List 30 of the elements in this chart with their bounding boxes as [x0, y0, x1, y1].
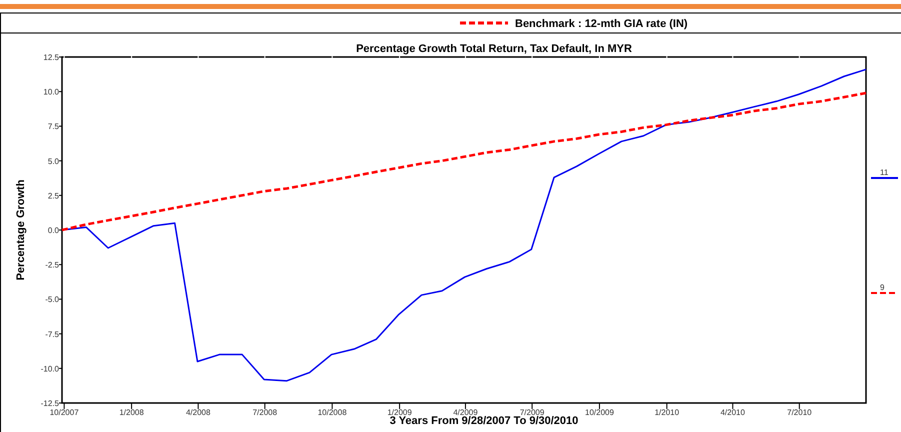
x-tick-label: 4/2008: [186, 408, 211, 417]
y-tick-label: -7.5: [45, 330, 60, 339]
text: 11: [880, 168, 889, 177]
y-tick-label: -12.5: [40, 399, 60, 408]
y-tick-label: -10.0: [40, 364, 60, 374]
x-tick-label: 10/2007: [50, 408, 80, 417]
x-tick-label: 1/2009: [387, 408, 412, 417]
x-tick-label: 1/2008: [119, 408, 144, 417]
x-tick-label: 4/2010: [720, 408, 746, 417]
x-tick-label: 10/2008: [318, 408, 348, 417]
text: 9: [880, 283, 885, 292]
x-tick-label: 1/2010: [654, 408, 680, 417]
legend-label: Benchmark : 12-mth GIA rate (IN): [515, 18, 688, 30]
y-tick-label: 12.5: [43, 53, 60, 62]
line-series: [60, 92, 868, 232]
x-tick-label: 4/2009: [453, 408, 478, 417]
chart-title: Percentage Growth Total Return, Tax Default, In MYR: [356, 43, 632, 55]
y-tick-label: 7.5: [48, 122, 60, 132]
y-tick-label: 10.0: [43, 88, 60, 97]
y-tick-label: 5.0: [48, 156, 60, 166]
x-axis-title: 3 Years From 9/28/2007 To 9/30/2010: [390, 415, 578, 427]
x-tick-label: 7/2009: [520, 408, 545, 417]
y-tick-label: -5.0: [45, 295, 60, 304]
y-tick-label: -2.5: [45, 260, 60, 270]
y-tick-label: 0.0: [48, 226, 60, 235]
x-tick-label: 10/2009: [585, 408, 614, 417]
x-tick-label: 7/2010: [787, 408, 812, 417]
y-tick-label: 2.5: [48, 191, 60, 200]
x-tick-label: 7/2008: [252, 408, 278, 417]
y-axis-title: Percentage Growth: [15, 179, 27, 280]
